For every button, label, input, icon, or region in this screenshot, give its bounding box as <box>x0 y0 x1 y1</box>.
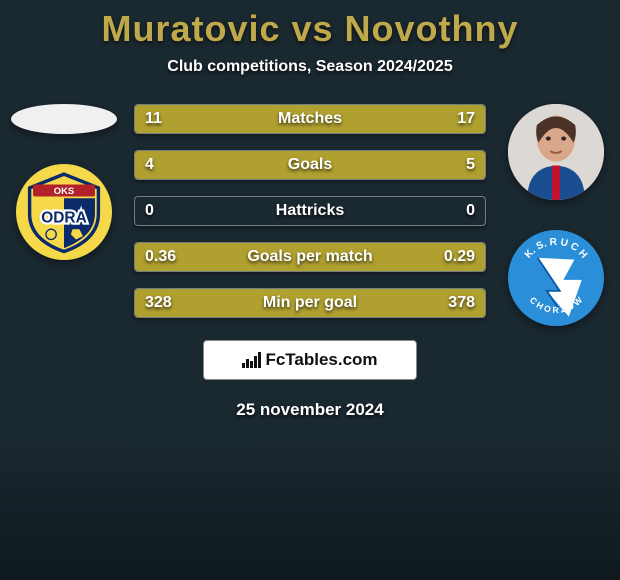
player-silhouette-icon <box>508 104 604 200</box>
stat-bar-left <box>135 151 289 179</box>
odra-badge-icon: OKS ODRA <box>21 169 107 255</box>
stat-value-right: 0.29 <box>444 248 475 266</box>
left-club-badge: OKS ODRA <box>16 164 112 260</box>
page-title: Muratovic vs Novothny <box>0 0 620 50</box>
stats-column: 11 Matches 17 4 Goals 5 0 Hattricks 0 0.… <box>124 104 496 334</box>
stat-label: Hattricks <box>276 202 344 220</box>
stat-value-left: 328 <box>145 294 172 312</box>
right-side: K. S. R U C H C H O R Z Ó W <box>496 104 616 334</box>
stat-value-right: 17 <box>457 110 475 128</box>
snapshot-date: 25 november 2024 <box>0 400 620 420</box>
stat-value-right: 5 <box>466 156 475 174</box>
right-club-badge: K. S. R U C H C H O R Z Ó W <box>508 230 604 326</box>
bar-chart-icon <box>242 352 261 368</box>
stat-row-hattricks: 0 Hattricks 0 <box>134 196 486 226</box>
stat-value-left: 4 <box>145 156 154 174</box>
stat-label: Goals per match <box>247 248 372 266</box>
left-player-avatar <box>11 104 117 134</box>
right-player-avatar <box>508 104 604 200</box>
stat-value-right: 0 <box>466 202 475 220</box>
svg-text:ODRA: ODRA <box>41 209 87 226</box>
stat-value-right: 378 <box>448 294 475 312</box>
stat-value-left: 0 <box>145 202 154 220</box>
fctables-brand[interactable]: FcTables.com <box>203 340 417 380</box>
ruch-badge-icon: K. S. R U C H C H O R Z Ó W <box>510 232 602 324</box>
svg-text:OKS: OKS <box>54 186 75 197</box>
stat-label: Goals <box>288 156 332 174</box>
comparison-panel: OKS ODRA 11 Matches 17 4 Goals 5 0 <box>0 104 620 334</box>
brand-label: FcTables.com <box>265 350 377 370</box>
stat-row-mpg: 328 Min per goal 378 <box>134 288 486 318</box>
stat-row-gpm: 0.36 Goals per match 0.29 <box>134 242 486 272</box>
stat-label: Matches <box>278 110 342 128</box>
left-side: OKS ODRA <box>4 104 124 334</box>
stat-row-matches: 11 Matches 17 <box>134 104 486 134</box>
stat-label: Min per goal <box>263 294 357 312</box>
stat-value-left: 11 <box>145 110 162 128</box>
stat-row-goals: 4 Goals 5 <box>134 150 486 180</box>
subtitle: Club competitions, Season 2024/2025 <box>0 58 620 76</box>
stat-value-left: 0.36 <box>145 248 176 266</box>
